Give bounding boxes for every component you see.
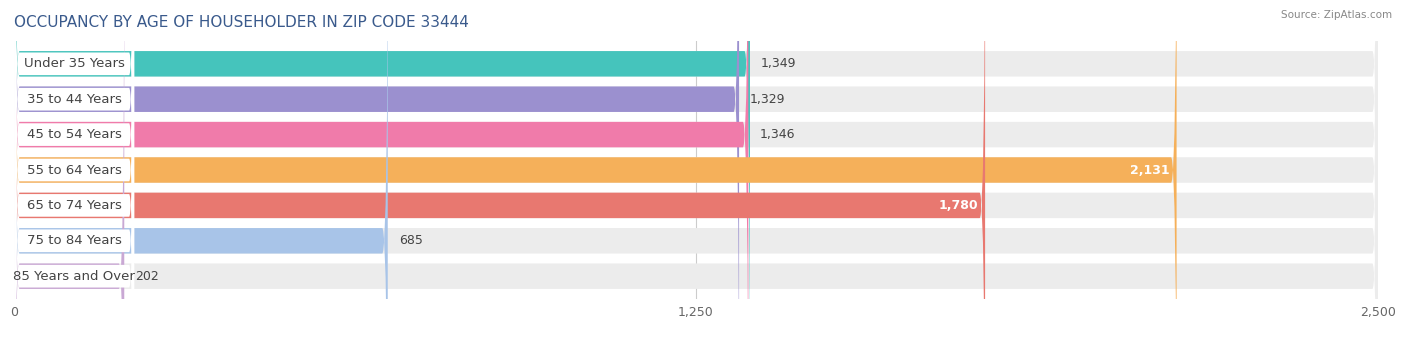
FancyBboxPatch shape [14, 0, 748, 340]
FancyBboxPatch shape [14, 0, 388, 340]
FancyBboxPatch shape [14, 0, 124, 340]
Text: 65 to 74 Years: 65 to 74 Years [27, 199, 121, 212]
FancyBboxPatch shape [14, 0, 1378, 340]
Text: 685: 685 [399, 234, 423, 247]
FancyBboxPatch shape [14, 0, 986, 340]
Text: OCCUPANCY BY AGE OF HOUSEHOLDER IN ZIP CODE 33444: OCCUPANCY BY AGE OF HOUSEHOLDER IN ZIP C… [14, 15, 470, 30]
Text: Source: ZipAtlas.com: Source: ZipAtlas.com [1281, 10, 1392, 20]
FancyBboxPatch shape [14, 0, 134, 340]
Text: 45 to 54 Years: 45 to 54 Years [27, 128, 121, 141]
Text: 85 Years and Over: 85 Years and Over [13, 270, 135, 283]
Text: 1,780: 1,780 [939, 199, 979, 212]
Text: 55 to 64 Years: 55 to 64 Years [27, 164, 121, 176]
Text: 202: 202 [135, 270, 159, 283]
Text: 1,349: 1,349 [761, 57, 796, 70]
FancyBboxPatch shape [14, 0, 1378, 340]
Text: 35 to 44 Years: 35 to 44 Years [27, 93, 121, 106]
Text: 2,131: 2,131 [1130, 164, 1170, 176]
FancyBboxPatch shape [14, 0, 134, 340]
FancyBboxPatch shape [14, 0, 1378, 340]
Text: 75 to 84 Years: 75 to 84 Years [27, 234, 121, 247]
FancyBboxPatch shape [14, 0, 1177, 340]
Text: 1,329: 1,329 [749, 93, 786, 106]
FancyBboxPatch shape [14, 0, 134, 340]
Text: 1,346: 1,346 [759, 128, 794, 141]
FancyBboxPatch shape [14, 0, 740, 340]
FancyBboxPatch shape [14, 0, 749, 340]
FancyBboxPatch shape [14, 0, 1378, 340]
FancyBboxPatch shape [14, 0, 1378, 340]
FancyBboxPatch shape [14, 0, 134, 340]
FancyBboxPatch shape [14, 0, 1378, 340]
FancyBboxPatch shape [14, 0, 1378, 340]
Text: Under 35 Years: Under 35 Years [24, 57, 125, 70]
FancyBboxPatch shape [14, 0, 134, 340]
FancyBboxPatch shape [14, 0, 134, 340]
FancyBboxPatch shape [14, 0, 134, 340]
